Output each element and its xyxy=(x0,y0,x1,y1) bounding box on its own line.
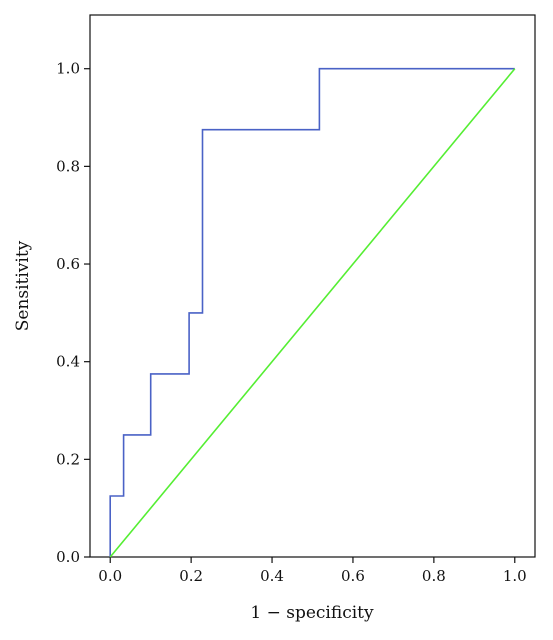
y-tick-label: 0.4 xyxy=(56,353,80,371)
y-tick-label: 0.0 xyxy=(56,548,80,566)
y-tick-label: 0.2 xyxy=(56,450,80,468)
x-tick-label: 0.6 xyxy=(341,567,365,585)
x-tick-label: 0.0 xyxy=(98,567,122,585)
y-axis-ticks: 0.0 0.2 0.4 0.6 0.8 1.0 xyxy=(56,60,90,566)
reference-diagonal-line xyxy=(109,68,516,558)
x-tick-label: 0.8 xyxy=(422,567,446,585)
x-tick-label: 0.2 xyxy=(179,567,203,585)
roc-curve-line xyxy=(109,67,515,557)
y-tick-label: 0.6 xyxy=(56,255,80,273)
series-layer xyxy=(109,67,516,558)
y-axis-title: Sensitivity xyxy=(13,240,33,331)
y-tick-label: 1.0 xyxy=(56,60,80,78)
x-axis-title: 1 − specificity xyxy=(250,603,374,623)
x-tick-label: 1.0 xyxy=(503,567,527,585)
y-tick-label: 0.8 xyxy=(56,157,80,175)
x-axis-ticks: 0.0 0.2 0.4 0.6 0.8 1.0 xyxy=(98,557,527,585)
plot-frame xyxy=(89,14,536,558)
x-tick-label: 0.4 xyxy=(260,567,284,585)
